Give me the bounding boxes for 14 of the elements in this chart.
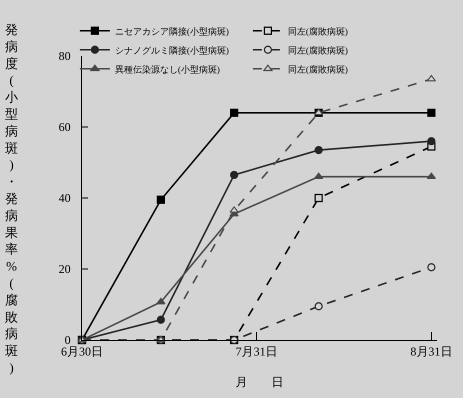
legend-label: 同左(腐敗病斑)	[288, 26, 348, 36]
legend-label: シナノグルミ隣接(小型病斑)	[114, 45, 229, 56]
legend-label: 同左(腐敗病斑)	[288, 45, 348, 56]
x-tick-label: 7月31日	[236, 344, 278, 358]
y-tick-label: 80	[58, 49, 71, 64]
text: 発病度(小型病斑)・発病果率%(腐敗病斑)	[5, 22, 18, 375]
y-tick-label: 60	[58, 120, 71, 134]
x-axis-title: 月 日	[236, 375, 284, 389]
legend-label: ニセアカシア隣接(小型病斑)	[114, 26, 229, 36]
y-tick-label: 40	[58, 191, 71, 206]
x-tick-label: 8月31日	[410, 344, 452, 358]
y-tick-label: 20	[58, 262, 71, 276]
legend-label: 同左(腐敗病斑)	[288, 64, 348, 74]
legend-label: 異種伝染源なし(小型病斑)	[114, 64, 220, 74]
